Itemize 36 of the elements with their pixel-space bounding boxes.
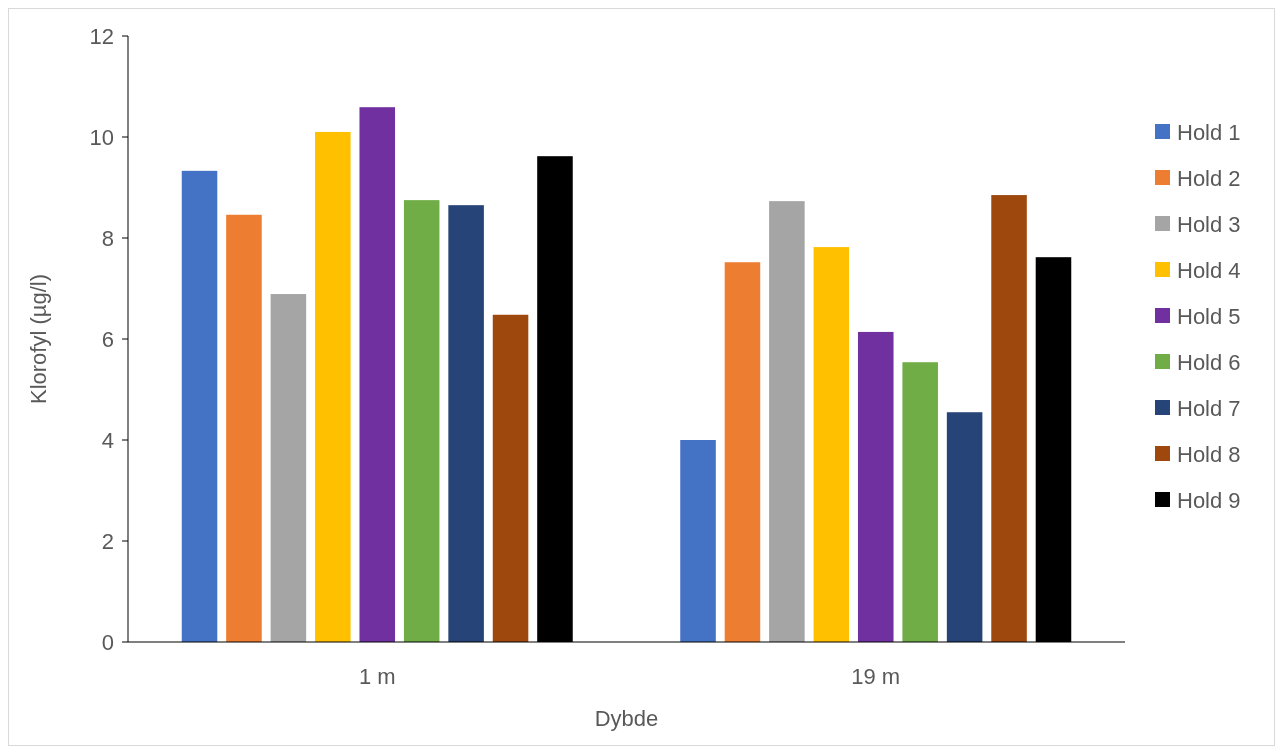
bar: [902, 362, 938, 642]
bar: [680, 440, 716, 642]
y-axis-title: Klorofyl (µg/l): [26, 273, 51, 405]
y-tick-label: 6: [101, 326, 114, 352]
legend-label: Hold 6: [1177, 349, 1241, 375]
bar: [359, 107, 396, 642]
bar: [857, 331, 894, 642]
bar: [492, 314, 529, 642]
legend-label: Hold 1: [1177, 119, 1241, 145]
bar: [724, 262, 761, 642]
bar: [226, 214, 262, 642]
y-tick-label: 0: [101, 629, 114, 655]
bar: [946, 412, 983, 642]
y-tick-label: 10: [89, 124, 114, 150]
x-tick-label: 1 m: [358, 664, 396, 689]
legend-label: Hold 5: [1177, 303, 1241, 329]
legend-label: Hold 2: [1177, 165, 1241, 191]
bar: [813, 247, 850, 642]
bar: [448, 205, 484, 642]
y-tick-label: 4: [101, 427, 114, 453]
bar: [403, 200, 440, 642]
x-tick-label: 19 m: [851, 664, 901, 689]
y-tick-label: 8: [101, 225, 114, 251]
bar: [315, 131, 351, 642]
legend-label: Hold 7: [1177, 395, 1241, 421]
bar: [270, 294, 307, 642]
x-axis-title: Dybde: [594, 706, 659, 731]
y-tick-label: 12: [89, 23, 114, 49]
legend-label: Hold 9: [1177, 487, 1241, 513]
bar: [181, 170, 218, 642]
legend-label: Hold 3: [1177, 211, 1241, 237]
bar: [769, 201, 805, 642]
legend-label: Hold 4: [1177, 257, 1241, 283]
legend-label: Hold 8: [1177, 441, 1241, 467]
y-tick-label: 2: [101, 528, 114, 554]
bar: [991, 195, 1027, 642]
